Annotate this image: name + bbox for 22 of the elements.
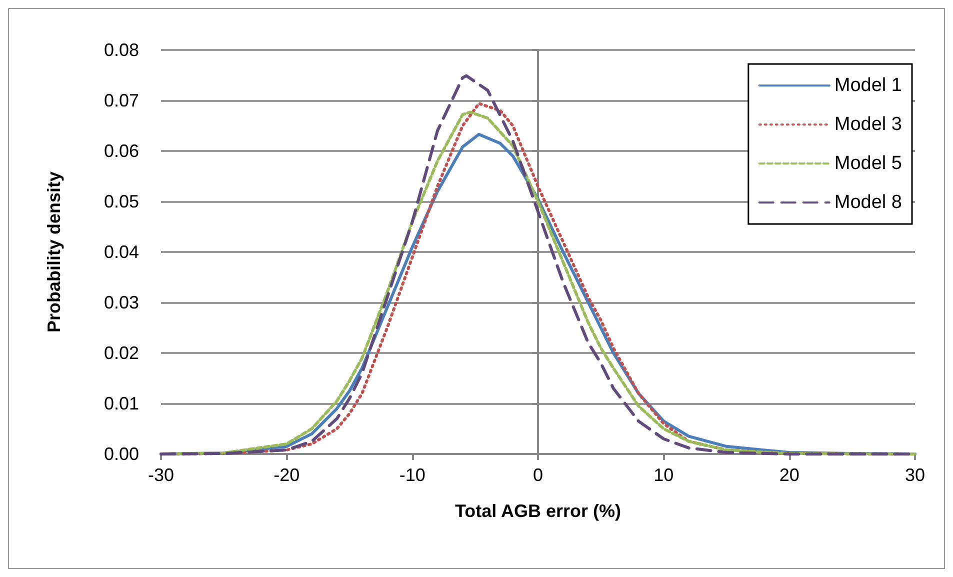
x-tick-label: 10	[654, 465, 674, 485]
y-tick-label: 0.06	[104, 141, 139, 161]
y-tick-label: 0.05	[104, 192, 139, 212]
legend-label: Model 3	[834, 114, 902, 135]
legend-label: Model 8	[834, 192, 902, 213]
y-tick-label: 0.01	[104, 394, 139, 414]
y-tick-label: 0.07	[104, 90, 139, 110]
y-axis-title: Probability density	[44, 171, 64, 333]
x-axis-title: Total AGB error (%)	[454, 501, 622, 521]
y-tick-label: 0.00	[104, 444, 139, 464]
y-tick-label: 0.08	[104, 40, 139, 60]
x-tick-label: -30	[148, 465, 174, 485]
legend-label: Model 1	[834, 75, 902, 96]
y-tick-label: 0.03	[104, 292, 139, 312]
x-tick-label: -10	[399, 465, 426, 485]
x-tick-label: 20	[779, 465, 800, 485]
y-tick-label: 0.02	[104, 343, 139, 363]
x-tick-label: 30	[904, 465, 926, 485]
legend-label: Model 5	[834, 153, 902, 174]
x-tick-label: -20	[274, 465, 300, 485]
x-tick-label: 0	[532, 465, 544, 485]
y-tick-label: 0.04	[104, 242, 139, 262]
